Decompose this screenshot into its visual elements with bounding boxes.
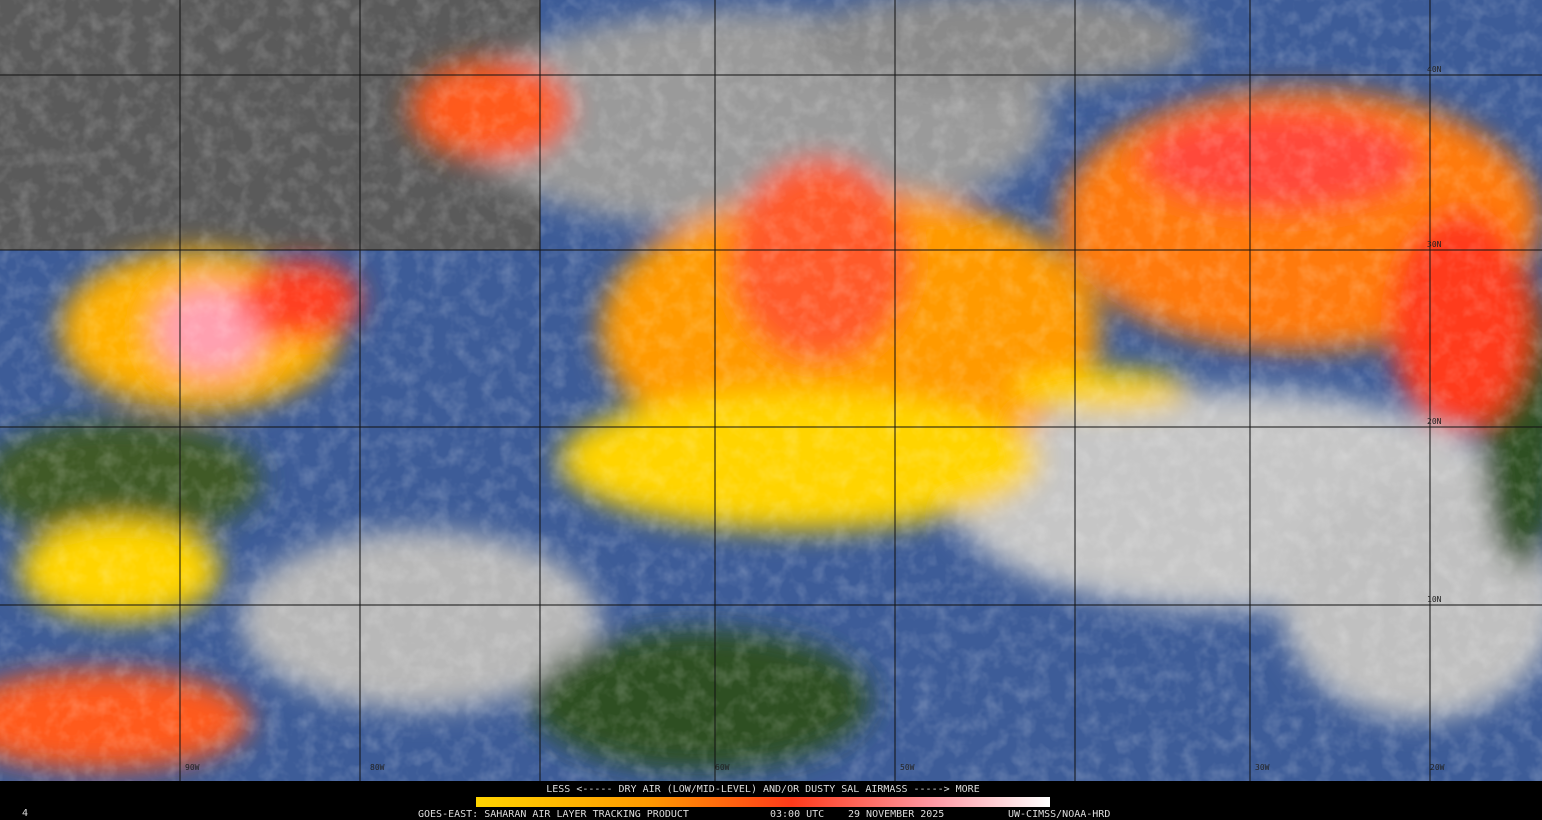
product-name: GOES-EAST: SAHARAN AIR LAYER TRACKING PR…	[418, 809, 689, 820]
frame-number: 4	[22, 808, 28, 819]
longitude-labels: 90W 80W 60W 50W 30W 20W	[185, 763, 1445, 772]
latitude-label: 40N	[1427, 65, 1442, 74]
date: 29 NOVEMBER 2025	[848, 809, 944, 820]
longitude-label: 30W	[1255, 763, 1270, 772]
latitude-label: 10N	[1427, 595, 1442, 604]
imagery	[0, 0, 1542, 781]
longitude-label: 20W	[1430, 763, 1445, 772]
longitude-label: 50W	[900, 763, 915, 772]
longitude-label: 60W	[715, 763, 730, 772]
time: 03:00 UTC	[770, 809, 824, 820]
colorbar	[476, 797, 1050, 807]
latitude-label: 30N	[1427, 240, 1442, 249]
longitude-label: 80W	[370, 763, 385, 772]
graticule	[0, 0, 1542, 781]
credit: UW-CIMSS/NOAA-HRD	[1008, 809, 1110, 820]
longitude-label: 90W	[185, 763, 200, 772]
colorbar-caption: LESS <----- DRY AIR (LOW/MID-LEVEL) AND/…	[546, 784, 979, 795]
latitude-labels: 40N 30N 20N 10N	[1427, 65, 1442, 604]
latitude-label: 20N	[1427, 417, 1442, 426]
